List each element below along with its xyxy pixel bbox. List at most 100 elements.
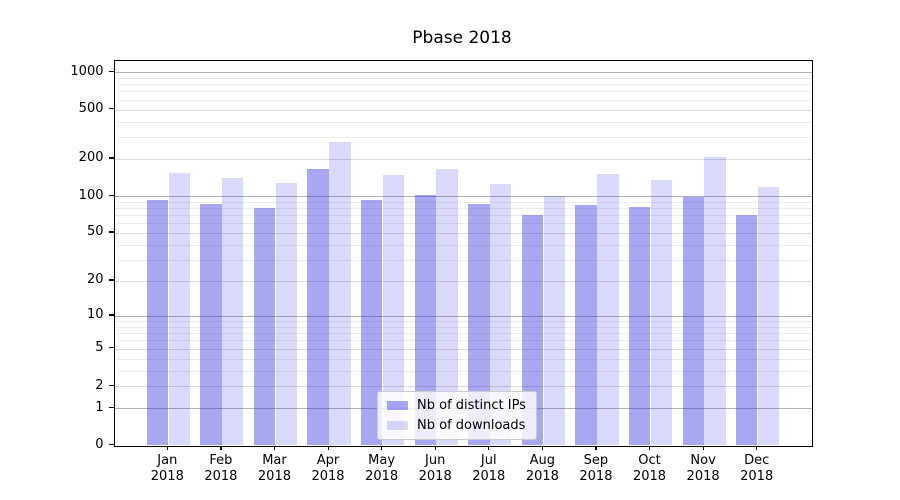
gridline [114, 158, 812, 160]
gridline-minor [114, 215, 812, 217]
tick-mark [109, 194, 114, 196]
bar-distinct-ips [200, 204, 222, 446]
bar-downloads [275, 183, 298, 446]
legend-label: Nb of distinct IPs [417, 398, 526, 413]
gridline [114, 348, 812, 350]
y-tick-label: 20 [86, 272, 104, 288]
x-tick-label: Sep 2018 [579, 452, 613, 485]
x-tick-label: May 2018 [365, 452, 399, 485]
legend: Nb of distinct IPs Nb of downloads [377, 391, 537, 440]
bar-downloads [329, 142, 351, 446]
y-tick-label: 100 [78, 187, 104, 203]
gridline-minor [114, 99, 812, 101]
chart-title: Pbase 2018 [412, 28, 512, 48]
gridline-minor [114, 326, 812, 328]
bar-distinct-ips [361, 199, 383, 446]
tick-mark [595, 445, 597, 450]
gridline [114, 232, 812, 234]
y-tick-label: 50 [86, 224, 104, 240]
bar-distinct-ips [575, 205, 597, 446]
gridline-minor [114, 244, 812, 246]
x-tick-label: Jun 2018 [418, 452, 452, 485]
x-tick-label: Dec 2018 [740, 452, 774, 485]
gridline-minor [114, 77, 812, 79]
bar-downloads [436, 168, 458, 446]
gridline-minor [114, 340, 812, 342]
gridline [114, 280, 812, 282]
bar-distinct-ips [146, 199, 169, 446]
gridline-minor [114, 333, 812, 335]
x-tick-label: Jan 2018 [150, 452, 184, 485]
bar-downloads [757, 187, 780, 446]
x-tick-label: Feb 2018 [204, 452, 238, 485]
gridline-minor [114, 137, 812, 139]
bar-downloads [543, 196, 565, 446]
bar-distinct-ips [414, 194, 436, 446]
tick-mark [109, 314, 114, 316]
bar-downloads [650, 179, 673, 446]
gridline-major [114, 196, 812, 198]
tick-mark [109, 347, 114, 349]
bar-downloads [489, 183, 512, 446]
bar-distinct-ips [628, 206, 651, 446]
gridline-minor [114, 370, 812, 372]
x-tick-label: Aug 2018 [525, 452, 559, 485]
y-tick-label: 0 [95, 437, 104, 452]
y-tick-label: 1000 [70, 63, 104, 79]
gridline-major [114, 72, 812, 74]
legend-label: Nb of downloads [417, 418, 526, 433]
bar-distinct-ips [521, 215, 544, 446]
y-tick-label: 10 [86, 307, 104, 323]
tick-mark [273, 445, 276, 450]
bar-distinct-ips [682, 197, 704, 446]
tick-mark [109, 444, 114, 446]
tick-mark [381, 445, 383, 450]
tick-mark [541, 445, 544, 450]
x-tick-label: Oct 2018 [632, 452, 667, 485]
bar-distinct-ips [253, 207, 276, 446]
tick-mark [109, 406, 114, 408]
bar-downloads [704, 156, 726, 446]
y-tick-label: 500 [78, 101, 104, 116]
tick-mark [220, 445, 222, 450]
y-tick-label: 2 [95, 377, 104, 393]
tick-mark [109, 70, 114, 72]
bar-downloads [382, 175, 405, 446]
x-tick-label: Nov 2018 [686, 452, 720, 485]
gridline-minor [114, 223, 812, 225]
gridline-minor [114, 321, 812, 323]
plot-area [113, 60, 813, 447]
bar-downloads [222, 178, 244, 446]
gridline-major [114, 315, 812, 317]
tick-mark [109, 384, 114, 386]
tick-mark [434, 445, 436, 450]
bar-distinct-ips [468, 204, 490, 446]
x-tick-label: Apr 2018 [311, 452, 345, 485]
gridline-minor [114, 84, 812, 86]
x-tick-label: Jul 2018 [472, 452, 506, 485]
tick-mark [327, 445, 329, 450]
y-tick-label: 5 [95, 340, 104, 356]
bar-distinct-ips [307, 169, 329, 446]
gridline [114, 386, 812, 388]
gridline-minor [114, 358, 812, 360]
y-tick-label: 200 [78, 150, 104, 166]
gridline-minor [114, 201, 812, 203]
y-tick-label: 1 [95, 399, 104, 415]
gridline [114, 109, 812, 111]
tick-mark [109, 108, 114, 110]
tick-mark [756, 445, 758, 450]
legend-item: Nb of downloads [387, 418, 526, 433]
tick-mark [109, 279, 114, 281]
bar-downloads [168, 172, 190, 446]
gridline-minor [114, 207, 812, 209]
bar-distinct-ips [736, 215, 758, 446]
tick-mark [166, 445, 168, 450]
bar-downloads [597, 173, 619, 446]
legend-swatch-downloads [387, 421, 408, 430]
gridline-minor [114, 91, 812, 93]
tick-mark [649, 445, 651, 450]
tick-mark [488, 445, 490, 450]
legend-item: Nb of distinct IPs [387, 398, 526, 413]
